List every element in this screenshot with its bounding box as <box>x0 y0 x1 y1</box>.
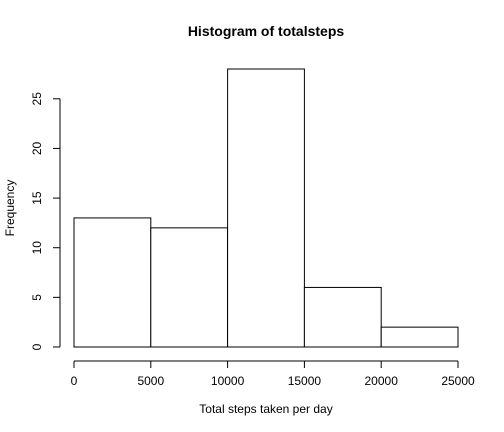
y-tick-label: 15 <box>30 191 44 205</box>
x-tick-label: 5000 <box>137 374 164 388</box>
x-tick-label: 10000 <box>211 374 245 388</box>
histogram-bar-2 <box>227 68 305 348</box>
histogram-bar-4 <box>380 326 459 348</box>
x-tick-label: 15000 <box>288 374 322 388</box>
y-tick-label: 25 <box>30 92 44 106</box>
x-tick-label: 0 <box>71 374 78 388</box>
chart-title: Histogram of totalsteps <box>188 23 345 39</box>
y-tick-label: 5 <box>30 294 44 301</box>
y-tick-label: 0 <box>30 343 44 350</box>
x-axis: 0 5000 10000 15000 20000 25000 <box>71 360 475 388</box>
bars-group <box>73 68 459 348</box>
histogram-bar-3 <box>303 286 382 348</box>
x-axis-label: Total steps taken per day <box>199 402 332 416</box>
y-tick-label: 10 <box>30 241 44 255</box>
histogram-bar-0 <box>73 217 152 348</box>
y-tick-label: 20 <box>30 141 44 155</box>
y-axis: 0 5 10 15 20 25 <box>30 92 61 350</box>
y-axis-label: Frequency <box>3 180 17 237</box>
histogram-bar-1 <box>150 227 229 348</box>
x-tick-label: 25000 <box>441 374 475 388</box>
x-tick-label: 20000 <box>365 374 399 388</box>
